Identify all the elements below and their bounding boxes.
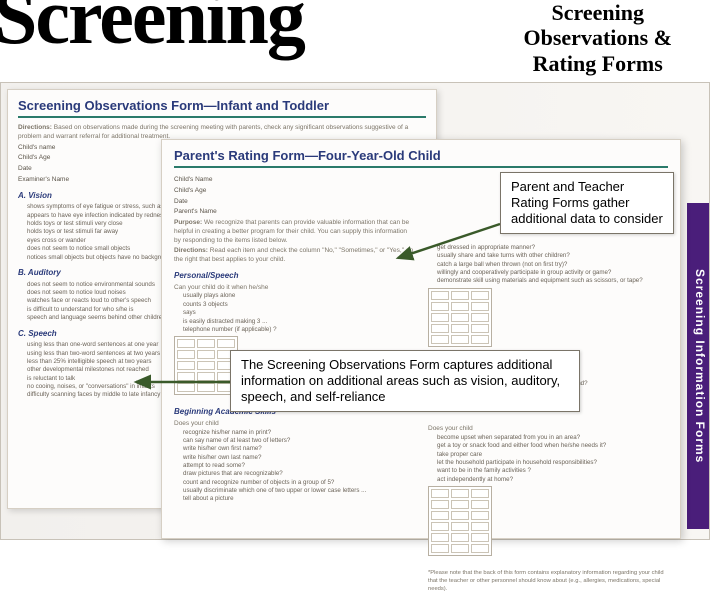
list-item: count and recognize number of objects in… xyxy=(174,479,414,487)
list-item: write his/her own last name? xyxy=(174,454,414,462)
form2-academic-lead: Does your child xyxy=(174,420,414,429)
form2-title: Parent's Rating Form—Four-Year-Old Child xyxy=(174,148,668,168)
background-title: Screening xyxy=(0,0,304,62)
heading-line-3: Rating Forms xyxy=(524,51,673,76)
form2-purpose-label: Purpose: xyxy=(174,219,202,226)
form2-personal-speech-heading: Personal/Speech xyxy=(174,271,414,282)
list-item: demonstrate skill using materials and eq… xyxy=(428,277,668,285)
form2-bottom-lead: Does your child xyxy=(428,425,668,434)
list-item: become upset when separated from you in … xyxy=(428,434,668,442)
form1-title: Screening Observations Form—Infant and T… xyxy=(18,98,426,118)
list-item: act independently at home? xyxy=(428,476,668,484)
list-item: says xyxy=(174,309,414,317)
form2-directions-label: Directions: xyxy=(174,247,208,254)
list-item: counts 3 objects xyxy=(174,301,414,309)
form1-directions-label: Directions: xyxy=(18,124,52,131)
form2-directions-text: Read each item and check the column "No,… xyxy=(174,247,413,263)
list-item: usually discriminate which one of two up… xyxy=(174,487,414,495)
list-item: telephone number (if applicable) ? xyxy=(174,326,414,334)
list-item: can say name of at least two of letters? xyxy=(174,437,414,445)
form2-footer-note: *Please note that the back of this form … xyxy=(428,570,668,593)
rating-grid xyxy=(428,486,492,556)
list-item: write his/her own first name? xyxy=(174,445,414,453)
side-tab-label: Screening Information Forms xyxy=(687,203,709,529)
slide-heading: Screening Observations & Rating Forms xyxy=(524,0,673,76)
list-item: willingly and cooperatively participate … xyxy=(428,269,668,277)
rating-grid xyxy=(428,288,492,347)
heading-line-2: Observations & xyxy=(524,25,673,50)
list-item: let the household participate in househo… xyxy=(428,459,668,467)
document-stack-area: Screening Information Forms Screening Ob… xyxy=(0,82,710,540)
list-item: recognize his/her name in print? xyxy=(174,429,414,437)
heading-line-1: Screening xyxy=(524,0,673,25)
list-item: usually plays alone xyxy=(174,292,414,300)
list-item: attempt to read some? xyxy=(174,462,414,470)
form2-personal-speech-lead: Can your child do it when he/she xyxy=(174,284,414,293)
list-item: tell about a picture xyxy=(174,495,414,503)
arrow-icon xyxy=(130,370,240,394)
list-item: draw pictures that are recognizable? xyxy=(174,470,414,478)
list-item: get a toy or snack food and either food … xyxy=(428,442,668,450)
form2-purpose-text: We recognize that parents can provide va… xyxy=(174,219,409,244)
list-item: take proper care xyxy=(428,451,668,459)
list-item: want to be in the family activities ? xyxy=(428,467,668,475)
form2-parents-name: Parent's Name xyxy=(174,208,414,217)
form2-childs-name: Child's Name xyxy=(174,176,414,185)
form2-date: Date xyxy=(174,198,414,207)
callout-parent-teacher: Parent and Teacher Rating Forms gather a… xyxy=(500,172,674,234)
list-item: is easily distracted making 3 ... xyxy=(174,318,414,326)
form1-directions-text: Based on observations made during the sc… xyxy=(18,124,408,140)
arrow-icon xyxy=(392,218,512,268)
callout-screening-observations: The Screening Observations Form captures… xyxy=(230,350,580,412)
form2-childs-age: Child's Age xyxy=(174,187,414,196)
